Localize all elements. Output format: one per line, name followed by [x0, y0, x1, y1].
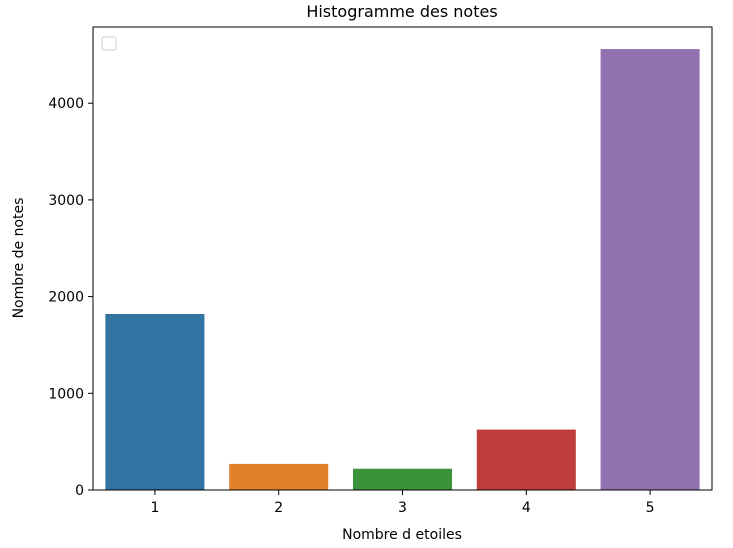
x-tick-label: 4: [522, 500, 531, 516]
y-axis-ticks: 0 1000 2000 3000 4000: [48, 96, 93, 499]
x-axis-label: Nombre d etoiles: [342, 527, 462, 543]
bar-2: [229, 463, 329, 490]
y-tick-label: 0: [75, 483, 84, 499]
y-axis-label: Nombre de notes: [11, 198, 27, 319]
y-tick-label: 1000: [48, 386, 84, 402]
x-tick-label: 3: [398, 500, 407, 516]
bars-group: [105, 49, 700, 491]
bar-3: [352, 468, 453, 490]
legend-box: [101, 36, 117, 51]
x-tick-label: 5: [646, 500, 655, 516]
legend: [101, 36, 117, 51]
x-tick-label: 1: [150, 500, 159, 516]
x-tick-label: 2: [274, 500, 283, 516]
bar-5: [600, 49, 700, 491]
y-tick-label: 2000: [48, 290, 84, 306]
plot-frame: [92, 26, 713, 491]
x-axis-ticks: 1 2 3 4 5: [150, 490, 655, 516]
y-tick-label: 3000: [48, 193, 84, 209]
chart-title: Histogramme des notes: [306, 2, 497, 21]
y-tick-label: 4000: [48, 96, 84, 112]
bar-4: [476, 429, 576, 490]
bar-1: [105, 314, 205, 490]
